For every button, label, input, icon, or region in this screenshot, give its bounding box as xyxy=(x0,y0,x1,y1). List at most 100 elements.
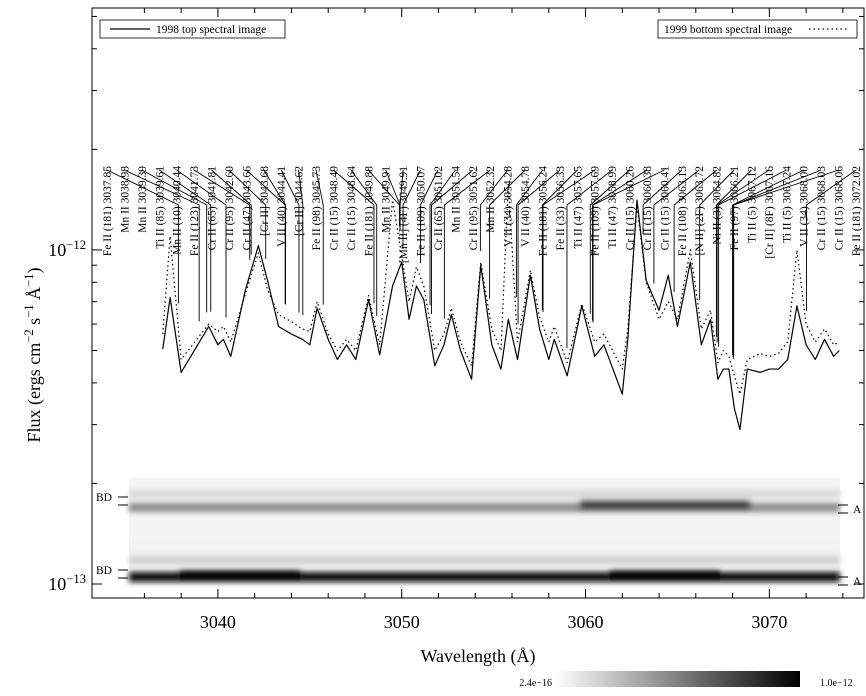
line-label: Fe II (123) 3041.73 xyxy=(189,166,201,256)
leader-line xyxy=(124,169,200,322)
legend-box xyxy=(657,19,858,39)
leader-line xyxy=(443,169,491,319)
line-label: Cr II (65) 3041.81 xyxy=(207,166,219,251)
line-label: Cr II (15) 3060.38 xyxy=(642,166,654,251)
line-label: Cr II (15) 3068.06 xyxy=(834,166,846,251)
colorbar xyxy=(555,671,800,687)
line-label: Ti II (85) 3039.61 xyxy=(154,166,166,249)
leader-line xyxy=(211,169,252,255)
line-label: Fe II (108) 3063.13 xyxy=(677,166,689,256)
leader-line xyxy=(541,169,578,311)
x-tick-label: 3050 xyxy=(384,612,420,632)
leader-line xyxy=(732,169,804,356)
leader-line xyxy=(517,169,561,325)
leader-line xyxy=(429,169,456,305)
leader-line xyxy=(592,169,648,321)
leader-line xyxy=(589,169,630,314)
image-label: A xyxy=(853,504,862,516)
leader-line xyxy=(718,169,787,347)
legend-box xyxy=(99,19,286,39)
line-label: Mn II 3051.54 xyxy=(450,166,462,233)
line-label: Ti II (5) 3067.12 xyxy=(746,166,758,243)
image-label: A xyxy=(853,576,862,588)
line-label: Cr II (15) 3048.64 xyxy=(346,166,358,251)
leader-line xyxy=(402,169,421,249)
legend-label: 1998 top spectral image xyxy=(156,24,266,36)
leader-line xyxy=(280,169,300,313)
leader-line xyxy=(141,169,208,313)
leader-line xyxy=(228,169,267,259)
line-label: Ti II (47) 3058.99 xyxy=(607,166,619,249)
leader-line xyxy=(159,169,212,312)
leader-line xyxy=(431,169,474,314)
leader-line xyxy=(653,169,700,284)
image-label: BD xyxy=(96,565,112,577)
leader-line xyxy=(806,169,857,311)
line-label: Cr II (95) 3051.62 xyxy=(468,166,480,251)
colorbar-label: 2.4e−16 xyxy=(519,678,552,689)
spectral-images xyxy=(129,478,840,582)
line-label: [Cr II] 3043.68 xyxy=(259,166,271,236)
line-label: [Cr II] (8F) 3067.16 xyxy=(764,166,776,259)
image-label: BD xyxy=(96,492,112,504)
leader-line xyxy=(542,169,595,313)
line-label: Fe II (181) 3049.88 xyxy=(363,166,375,256)
leader-line xyxy=(715,169,752,337)
line-label: Ti II (47) 3057.65 xyxy=(572,166,584,249)
leader-line xyxy=(515,169,543,298)
line-label: V II (34) 3054.28 xyxy=(503,166,515,247)
line-label: V II (34) 3068.00 xyxy=(799,166,811,247)
line-label: V II (40) 3054.78 xyxy=(520,166,532,247)
leader-line xyxy=(479,169,508,252)
leader-line xyxy=(298,169,304,316)
leader-line xyxy=(733,169,839,360)
leader-line xyxy=(489,169,526,299)
leader-line xyxy=(420,169,439,264)
line-label: Cr II (15) 3048.49 xyxy=(328,166,340,251)
x-tick-label: 3040 xyxy=(200,612,236,632)
leader-line xyxy=(350,169,378,316)
leader-line xyxy=(193,169,251,260)
leader-line xyxy=(106,169,179,304)
line-label: Mn II 3049.91 xyxy=(381,166,393,233)
line-label: Mn II 3052.32 xyxy=(485,166,497,233)
y-tick-label: 10−13 xyxy=(48,572,86,594)
legend-label: 1999 bottom spectral image xyxy=(664,24,792,36)
line-label: Mn II 3039.39 xyxy=(137,166,149,233)
y-tick-label: 10−12 xyxy=(48,238,86,260)
line-label: Cr II (15) 3060.26 xyxy=(625,166,637,251)
line-label: Fe II (109) 3050.07 xyxy=(416,166,428,256)
leader-line xyxy=(673,169,717,292)
line-label: Fe II (181) 3037.85 xyxy=(102,166,114,256)
spectrum-line xyxy=(162,199,840,431)
line-label: [N II] (2F) 3063.72 xyxy=(694,166,706,256)
leader-line xyxy=(732,169,822,358)
line-label: Fe II (181) 3072.02 xyxy=(851,166,863,256)
leader-line xyxy=(263,169,287,305)
x-tick-label: 3070 xyxy=(751,612,787,632)
y-axis-label: Flux (ergs cm−2 s−1 Å−1) xyxy=(22,268,45,443)
line-label: Fe II (97) 3066.21 xyxy=(729,166,741,251)
x-axis-label: Wavelength (Å) xyxy=(420,646,535,667)
leader-line xyxy=(592,169,665,323)
plot-frame xyxy=(91,7,865,599)
line-label: Fe II (33) 3056.33 xyxy=(555,166,567,251)
line-label: Cr II (65) 3051.02 xyxy=(433,166,445,251)
leader-line xyxy=(367,169,400,227)
leader-line xyxy=(399,169,404,231)
line-label: Cr II (15) 3068.03 xyxy=(816,166,828,251)
colorbar-label: 1.0e−12 xyxy=(820,678,853,689)
leader-line xyxy=(642,169,683,234)
line-label: V II (40) 3044.41 xyxy=(276,166,288,247)
line-label: Mn II 3038.98 xyxy=(119,166,131,233)
line-label: Mn II (10) 3040.44 xyxy=(172,166,184,255)
line-label: Fe II (98) 3045.73 xyxy=(311,166,323,251)
line-label: Cr II (15) 3060.41 xyxy=(659,166,671,251)
leader-line xyxy=(333,169,375,304)
leader-line xyxy=(176,169,227,318)
leader-line xyxy=(315,169,324,305)
x-tick-label: 3060 xyxy=(568,612,604,632)
leader-line xyxy=(716,169,770,343)
